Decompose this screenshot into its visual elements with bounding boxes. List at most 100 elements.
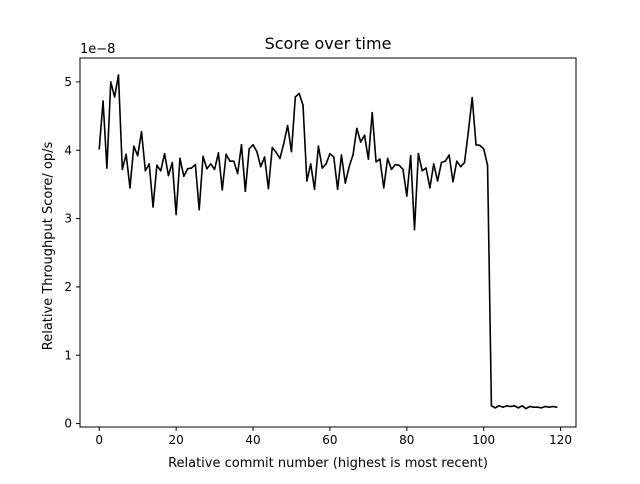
data-point: [144, 169, 147, 172]
data-point: [482, 148, 485, 150]
data-point: [452, 180, 454, 183]
data-point: [163, 152, 166, 155]
x-tick-label: 60: [322, 433, 337, 447]
data-point: [240, 143, 243, 146]
series-layer: [98, 74, 558, 410]
y-tick-label: 5: [64, 75, 72, 89]
data-point: [402, 168, 404, 171]
data-point: [552, 405, 554, 408]
data-point: [325, 163, 327, 165]
data-point: [179, 157, 181, 160]
data-point: [436, 180, 439, 182]
series-line: [98, 74, 557, 410]
y-axis-label: Relative Throughput Score/ op/s: [41, 142, 56, 351]
data-point: [217, 152, 220, 154]
data-point: [159, 169, 162, 172]
data-point: [225, 153, 227, 156]
data-point: [309, 163, 312, 165]
data-point: [133, 145, 135, 147]
data-point: [298, 92, 300, 95]
data-point: [252, 143, 254, 146]
data-point: [175, 213, 177, 216]
data-point: [386, 157, 389, 160]
data-point: [425, 167, 427, 169]
data-point: [263, 156, 266, 158]
data-point: [267, 187, 270, 190]
data-point: [344, 182, 347, 184]
data-point: [471, 96, 473, 99]
data-point: [98, 148, 101, 150]
data-point: [183, 175, 185, 178]
axis-ticks: 0 20 40 60 80 100 120 0 1 2 3 4 5: [64, 75, 572, 447]
data-point: [379, 158, 381, 160]
data-point: [321, 167, 324, 169]
data-point: [356, 127, 358, 130]
data-point: [129, 187, 131, 189]
data-point: [259, 165, 262, 168]
data-point: [486, 164, 489, 167]
data-point: [290, 150, 293, 153]
data-point: [540, 407, 543, 409]
x-axis-label: Relative commit number (highest is most …: [168, 456, 488, 471]
data-point: [421, 169, 424, 172]
data-point: [440, 161, 443, 164]
data-point: [363, 134, 366, 137]
data-point: [521, 405, 523, 407]
data-point: [206, 167, 208, 170]
data-point: [209, 163, 212, 165]
data-point: [213, 168, 216, 171]
data-point: [232, 160, 235, 162]
data-point: [413, 228, 416, 231]
data-point: [536, 406, 539, 408]
data-point: [121, 168, 124, 171]
data-point: [348, 165, 350, 168]
data-point: [125, 153, 127, 156]
x-tick-label: 100: [472, 433, 495, 447]
data-point: [505, 405, 508, 407]
data-point: [186, 167, 189, 170]
data-point: [371, 111, 374, 114]
data-point: [367, 158, 370, 160]
data-point: [498, 405, 500, 407]
data-point: [548, 406, 550, 408]
data-point: [102, 100, 104, 102]
data-point: [444, 160, 447, 162]
data-point: [525, 407, 527, 410]
data-point: [306, 180, 308, 182]
data-point: [479, 144, 481, 147]
data-point: [152, 206, 154, 208]
data-point: [448, 154, 450, 156]
data-point: [529, 405, 531, 408]
data-point: [109, 81, 112, 83]
data-point: [167, 174, 170, 177]
data-point: [502, 406, 504, 408]
data-point: [279, 157, 281, 160]
data-point: [456, 160, 458, 162]
data-point: [106, 167, 108, 169]
data-point: [329, 152, 331, 155]
data-point: [394, 163, 397, 166]
y-tick-label: 3: [64, 212, 72, 226]
data-point: [398, 164, 400, 167]
data-point: [194, 163, 197, 166]
x-tick-label: 120: [549, 433, 572, 447]
data-point: [140, 131, 143, 133]
data-point: [256, 150, 258, 153]
data-point: [409, 154, 412, 157]
data-point: [494, 407, 497, 409]
data-point: [390, 168, 393, 171]
data-point: [359, 141, 362, 143]
y-tick-label: 4: [64, 143, 72, 157]
data-point: [286, 124, 289, 127]
data-point: [509, 405, 512, 408]
plot-frame: [79, 57, 577, 428]
data-point: [294, 96, 297, 98]
data-point: [432, 163, 435, 165]
data-point: [517, 407, 520, 409]
data-point: [244, 190, 247, 193]
data-point: [202, 155, 204, 158]
chart-title: Score over time: [265, 34, 392, 53]
y-tick-label: 2: [64, 280, 72, 294]
